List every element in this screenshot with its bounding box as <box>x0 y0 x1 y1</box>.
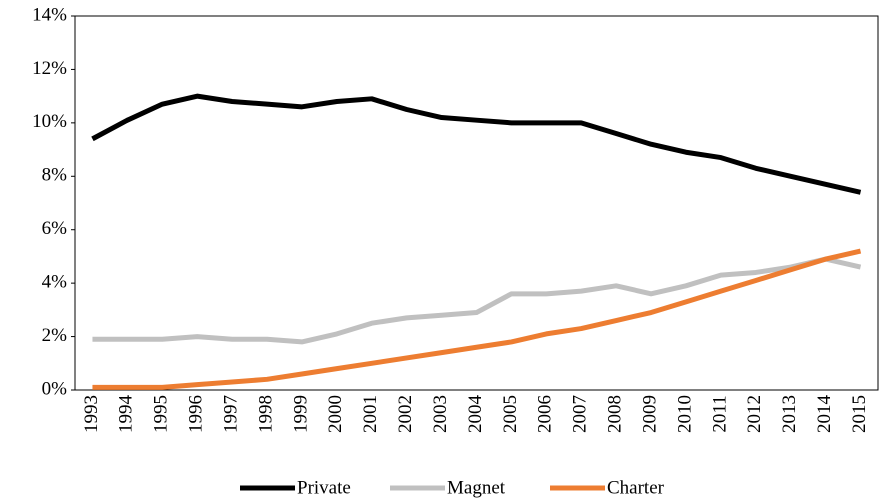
x-tick-label: 2010 <box>674 395 695 433</box>
x-tick-label: 2014 <box>814 395 835 434</box>
x-tick-label: 2008 <box>605 395 626 433</box>
line-series <box>91 93 862 195</box>
x-tick-label: 1998 <box>255 395 276 433</box>
x-tick-label: 2007 <box>570 395 591 433</box>
x-tick-label: 2004 <box>465 395 486 434</box>
x-tick-label: 1995 <box>151 395 172 433</box>
x-tick-label: 1999 <box>290 395 311 433</box>
x-tick-label: 2005 <box>500 395 521 433</box>
x-tick-label: 2012 <box>744 395 765 433</box>
legend-label: Private <box>297 477 351 498</box>
x-tick-label: 2009 <box>639 395 660 433</box>
legend-label: Charter <box>607 477 665 498</box>
line-series <box>92 248 862 390</box>
y-tick-label: 14% <box>32 4 67 25</box>
x-tick-label: 1996 <box>186 395 207 433</box>
line-series <box>92 256 862 345</box>
x-tick-label: 2003 <box>430 395 451 433</box>
x-tick-label: 2011 <box>709 395 730 432</box>
x-tick-label: 2015 <box>849 395 870 433</box>
x-tick-label: 1997 <box>220 395 241 433</box>
x-tick-label: 2013 <box>779 395 800 433</box>
y-tick-label: 6% <box>42 218 68 239</box>
y-tick-label: 12% <box>32 58 67 79</box>
x-tick-label: 2002 <box>395 395 416 433</box>
x-tick-label: 2001 <box>360 395 381 433</box>
y-tick-label: 10% <box>32 111 67 132</box>
legend-label: Magnet <box>447 477 506 498</box>
x-tick-label: 1994 <box>116 395 137 434</box>
x-tick-label: 1993 <box>81 395 102 433</box>
plot-frame <box>74 15 879 391</box>
x-tick-label: 2006 <box>535 395 556 433</box>
y-tick-label: 2% <box>42 325 68 346</box>
x-tick-label: 2000 <box>325 395 346 433</box>
y-tick-label: 0% <box>42 378 68 399</box>
y-tick-label: 8% <box>42 165 68 186</box>
y-tick-label: 4% <box>42 272 68 293</box>
